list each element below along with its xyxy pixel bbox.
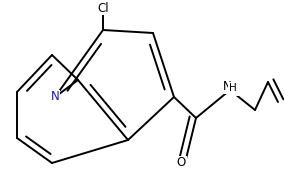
- Text: N: N: [51, 90, 59, 103]
- Text: Cl: Cl: [97, 2, 109, 15]
- Text: H: H: [229, 83, 237, 93]
- Text: O: O: [176, 156, 186, 170]
- Text: H: H: [230, 85, 238, 95]
- Text: N: N: [223, 80, 231, 94]
